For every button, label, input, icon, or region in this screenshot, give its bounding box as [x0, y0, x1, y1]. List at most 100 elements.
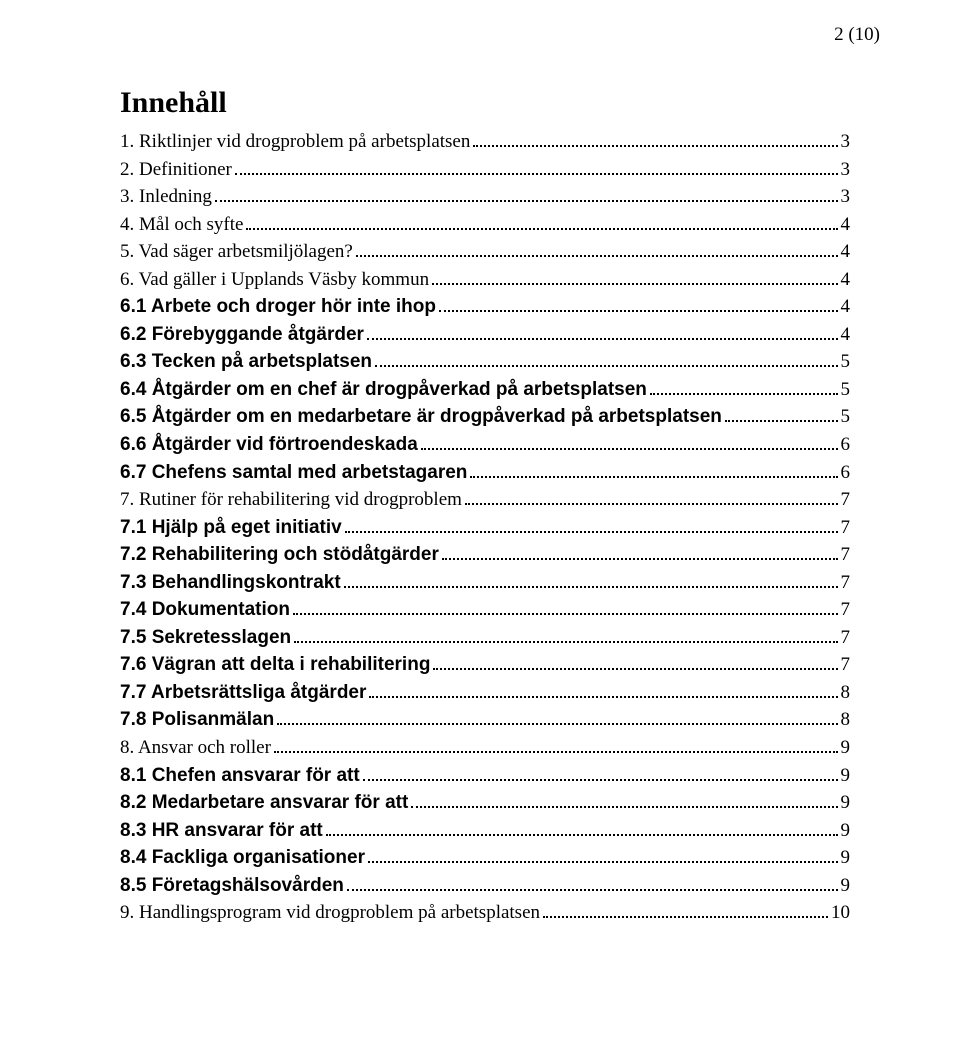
- toc-leader-dots: [543, 906, 828, 918]
- toc-leader-dots: [356, 245, 838, 257]
- toc-entry-label: 7.2 Rehabilitering och stödåtgärder: [120, 541, 439, 569]
- toc-leader-dots: [368, 851, 838, 863]
- toc-entry-page: 6: [841, 431, 851, 459]
- toc-entry-label: 7.8 Polisanmälan: [120, 706, 274, 734]
- toc-leader-dots: [375, 355, 837, 367]
- toc-entry-label: 5. Vad säger arbetsmiljölagen?: [120, 238, 353, 266]
- toc-leader-dots: [294, 630, 837, 642]
- toc-row: 6.2 Förebyggande åtgärder 4: [120, 321, 850, 349]
- toc-entry-label: 6. Vad gäller i Upplands Väsby kommun: [120, 266, 429, 294]
- toc-leader-dots: [363, 768, 838, 780]
- toc-row: 6.7 Chefens samtal med arbetstagaren6: [120, 459, 850, 487]
- toc-entry-page: 9: [841, 789, 851, 817]
- toc-row: 7.2 Rehabilitering och stödåtgärder 7: [120, 541, 850, 569]
- toc-leader-dots: [439, 300, 838, 312]
- toc-entry-page: 4: [841, 238, 851, 266]
- toc-row: 7.1 Hjälp på eget initiativ 7: [120, 514, 850, 542]
- toc-entry-page: 3: [841, 156, 851, 184]
- toc-entry-page: 7: [841, 624, 851, 652]
- toc-row: 6. Vad gäller i Upplands Väsby kommun 4: [120, 266, 850, 294]
- toc-entry-label: 8.2 Medarbetare ansvarar för att: [120, 789, 408, 817]
- toc-leader-dots: [277, 713, 837, 725]
- toc-row: 8.4 Fackliga organisationer9: [120, 844, 850, 872]
- toc-entry-page: 7: [841, 596, 851, 624]
- toc-entry-label: 8.3 HR ansvarar för att: [120, 817, 323, 845]
- toc-leader-dots: [367, 327, 838, 339]
- toc-leader-dots: [345, 520, 838, 532]
- toc-leader-dots: [725, 410, 838, 422]
- toc-entry-label: 9. Handlingsprogram vid drogproblem på a…: [120, 899, 540, 927]
- toc-row: 6.4 Åtgärder om en chef är drogpåverkad …: [120, 376, 850, 404]
- toc-entry-label: 6.2 Förebyggande åtgärder: [120, 321, 364, 349]
- toc-row: 6.6 Åtgärder vid förtroendeskada 6: [120, 431, 850, 459]
- toc-row: 8.2 Medarbetare ansvarar för att 9: [120, 789, 850, 817]
- toc-entry-label: 1. Riktlinjer vid drogproblem på arbetsp…: [120, 128, 470, 156]
- toc-entry-page: 7: [841, 651, 851, 679]
- toc-leader-dots: [442, 548, 838, 560]
- toc-entry-page: 3: [841, 183, 851, 211]
- toc-entry-label: 7.7 Arbetsrättsliga åtgärder: [120, 679, 366, 707]
- toc-entry-label: 7. Rutiner för rehabilitering vid drogpr…: [120, 486, 462, 514]
- toc-leader-dots: [215, 190, 838, 202]
- toc-entry-page: 9: [841, 734, 851, 762]
- toc-leader-dots: [433, 658, 837, 670]
- toc-entry-label: 4. Mål och syfte: [120, 211, 243, 239]
- toc-entry-page: 9: [841, 762, 851, 790]
- toc-entry-label: 8. Ansvar och roller: [120, 734, 271, 762]
- toc-row: 7.4 Dokumentation 7: [120, 596, 850, 624]
- toc-entry-label: 7.6 Vägran att delta i rehabilitering: [120, 651, 430, 679]
- toc-entry-label: 6.6 Åtgärder vid förtroendeskada: [120, 431, 418, 459]
- toc-leader-dots: [293, 603, 838, 615]
- toc-leader-dots: [326, 823, 838, 835]
- toc-row: 8.5 Företagshälsovården 9: [120, 872, 850, 900]
- toc-entry-label: 6.4 Åtgärder om en chef är drogpåverkad …: [120, 376, 647, 404]
- document-page: 2 (10) Innehåll 1. Riktlinjer vid drogpr…: [0, 0, 960, 1050]
- toc-list: 1. Riktlinjer vid drogproblem på arbetsp…: [120, 128, 850, 927]
- toc-entry-label: 8.4 Fackliga organisationer: [120, 844, 365, 872]
- toc-entry-page: 4: [841, 266, 851, 294]
- toc-row: 6.5 Åtgärder om en medarbetare är drogpå…: [120, 403, 850, 431]
- toc-leader-dots: [411, 796, 837, 808]
- toc-entry-label: 8.5 Företagshälsovården: [120, 872, 344, 900]
- toc-entry-page: 5: [841, 403, 851, 431]
- toc-entry-label: 6.3 Tecken på arbetsplatsen: [120, 348, 372, 376]
- toc-leader-dots: [274, 741, 838, 753]
- toc-row: 7.3 Behandlingskontrakt7: [120, 569, 850, 597]
- toc-leader-dots: [246, 217, 837, 229]
- toc-entry-page: 4: [841, 211, 851, 239]
- toc-leader-dots: [369, 686, 837, 698]
- toc-entry-page: 7: [841, 514, 851, 542]
- toc-row: 8.3 HR ansvarar för att 9: [120, 817, 850, 845]
- toc-entry-label: 7.1 Hjälp på eget initiativ: [120, 514, 342, 542]
- toc-entry-page: 4: [841, 321, 851, 349]
- toc-row: 7.7 Arbetsrättsliga åtgärder8: [120, 679, 850, 707]
- toc-row: 7.5 Sekretesslagen 7: [120, 624, 850, 652]
- toc-entry-label: 7.4 Dokumentation: [120, 596, 290, 624]
- toc-leader-dots: [465, 493, 838, 505]
- toc-leader-dots: [235, 162, 838, 174]
- toc-leader-dots: [421, 438, 838, 450]
- toc-row: 1. Riktlinjer vid drogproblem på arbetsp…: [120, 128, 850, 156]
- page-number: 2 (10): [834, 24, 880, 46]
- toc-entry-page: 4: [841, 293, 851, 321]
- toc-leader-dots: [470, 465, 837, 477]
- toc-entry-label: 6.1 Arbete och droger hör inte ihop: [120, 293, 436, 321]
- toc-leader-dots: [347, 878, 838, 890]
- toc-leader-dots: [650, 382, 838, 394]
- toc-entry-label: 6.7 Chefens samtal med arbetstagaren: [120, 459, 467, 487]
- toc-entry-page: 5: [841, 348, 851, 376]
- toc-entry-page: 3: [841, 128, 851, 156]
- toc-entry-page: 9: [841, 872, 851, 900]
- toc-entry-label: 7.5 Sekretesslagen: [120, 624, 291, 652]
- toc-entry-page: 9: [841, 817, 851, 845]
- toc-entry-page: 10: [831, 899, 850, 927]
- toc-leader-dots: [344, 575, 838, 587]
- toc-row: 3. Inledning3: [120, 183, 850, 211]
- toc-row: 7.6 Vägran att delta i rehabilitering 7: [120, 651, 850, 679]
- toc-row: 9. Handlingsprogram vid drogproblem på a…: [120, 899, 850, 927]
- toc-entry-label: 8.1 Chefen ansvarar för att: [120, 762, 360, 790]
- toc-row: 8.1 Chefen ansvarar för att 9: [120, 762, 850, 790]
- toc-leader-dots: [432, 272, 837, 284]
- toc-entry-label: 2. Definitioner: [120, 156, 232, 184]
- toc-entry-page: 7: [841, 541, 851, 569]
